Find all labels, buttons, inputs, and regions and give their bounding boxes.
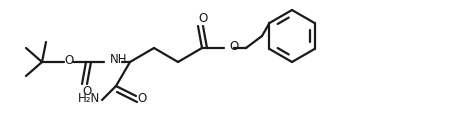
Text: O: O [198, 11, 207, 24]
Text: O: O [82, 85, 92, 97]
Text: O: O [65, 53, 74, 66]
Text: H₂N: H₂N [78, 92, 100, 104]
Text: O: O [229, 39, 238, 52]
Text: O: O [137, 93, 147, 106]
Text: NH: NH [110, 52, 127, 66]
